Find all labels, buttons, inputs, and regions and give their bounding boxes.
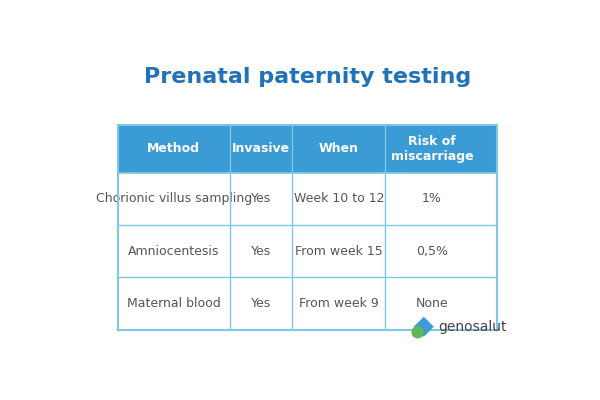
Text: From week 15: From week 15 (295, 245, 383, 258)
Text: Yes: Yes (251, 297, 271, 310)
Text: From week 9: From week 9 (299, 297, 379, 310)
Text: When: When (319, 142, 359, 155)
Text: Amniocentesis: Amniocentesis (128, 245, 220, 258)
Text: genosalut: genosalut (439, 320, 507, 334)
Text: 0,5%: 0,5% (416, 245, 448, 258)
Text: Method: Method (147, 142, 200, 155)
Circle shape (412, 326, 424, 338)
Text: Prenatal paternity testing: Prenatal paternity testing (144, 67, 471, 87)
Text: 1%: 1% (422, 192, 442, 206)
Text: Week 10 to 12: Week 10 to 12 (293, 192, 384, 206)
Text: None: None (416, 297, 448, 310)
Text: Invasive: Invasive (232, 142, 290, 155)
Bar (118, 173, 497, 225)
Bar (118, 278, 497, 330)
Bar (118, 125, 497, 173)
Bar (118, 225, 497, 278)
Text: Yes: Yes (251, 245, 271, 258)
Text: Maternal blood: Maternal blood (127, 297, 221, 310)
Text: Yes: Yes (251, 192, 271, 206)
Polygon shape (413, 317, 434, 337)
Bar (118, 125, 497, 330)
Text: Chorionic villus sampling: Chorionic villus sampling (95, 192, 252, 206)
Text: Risk of
miscarriage: Risk of miscarriage (391, 135, 473, 163)
